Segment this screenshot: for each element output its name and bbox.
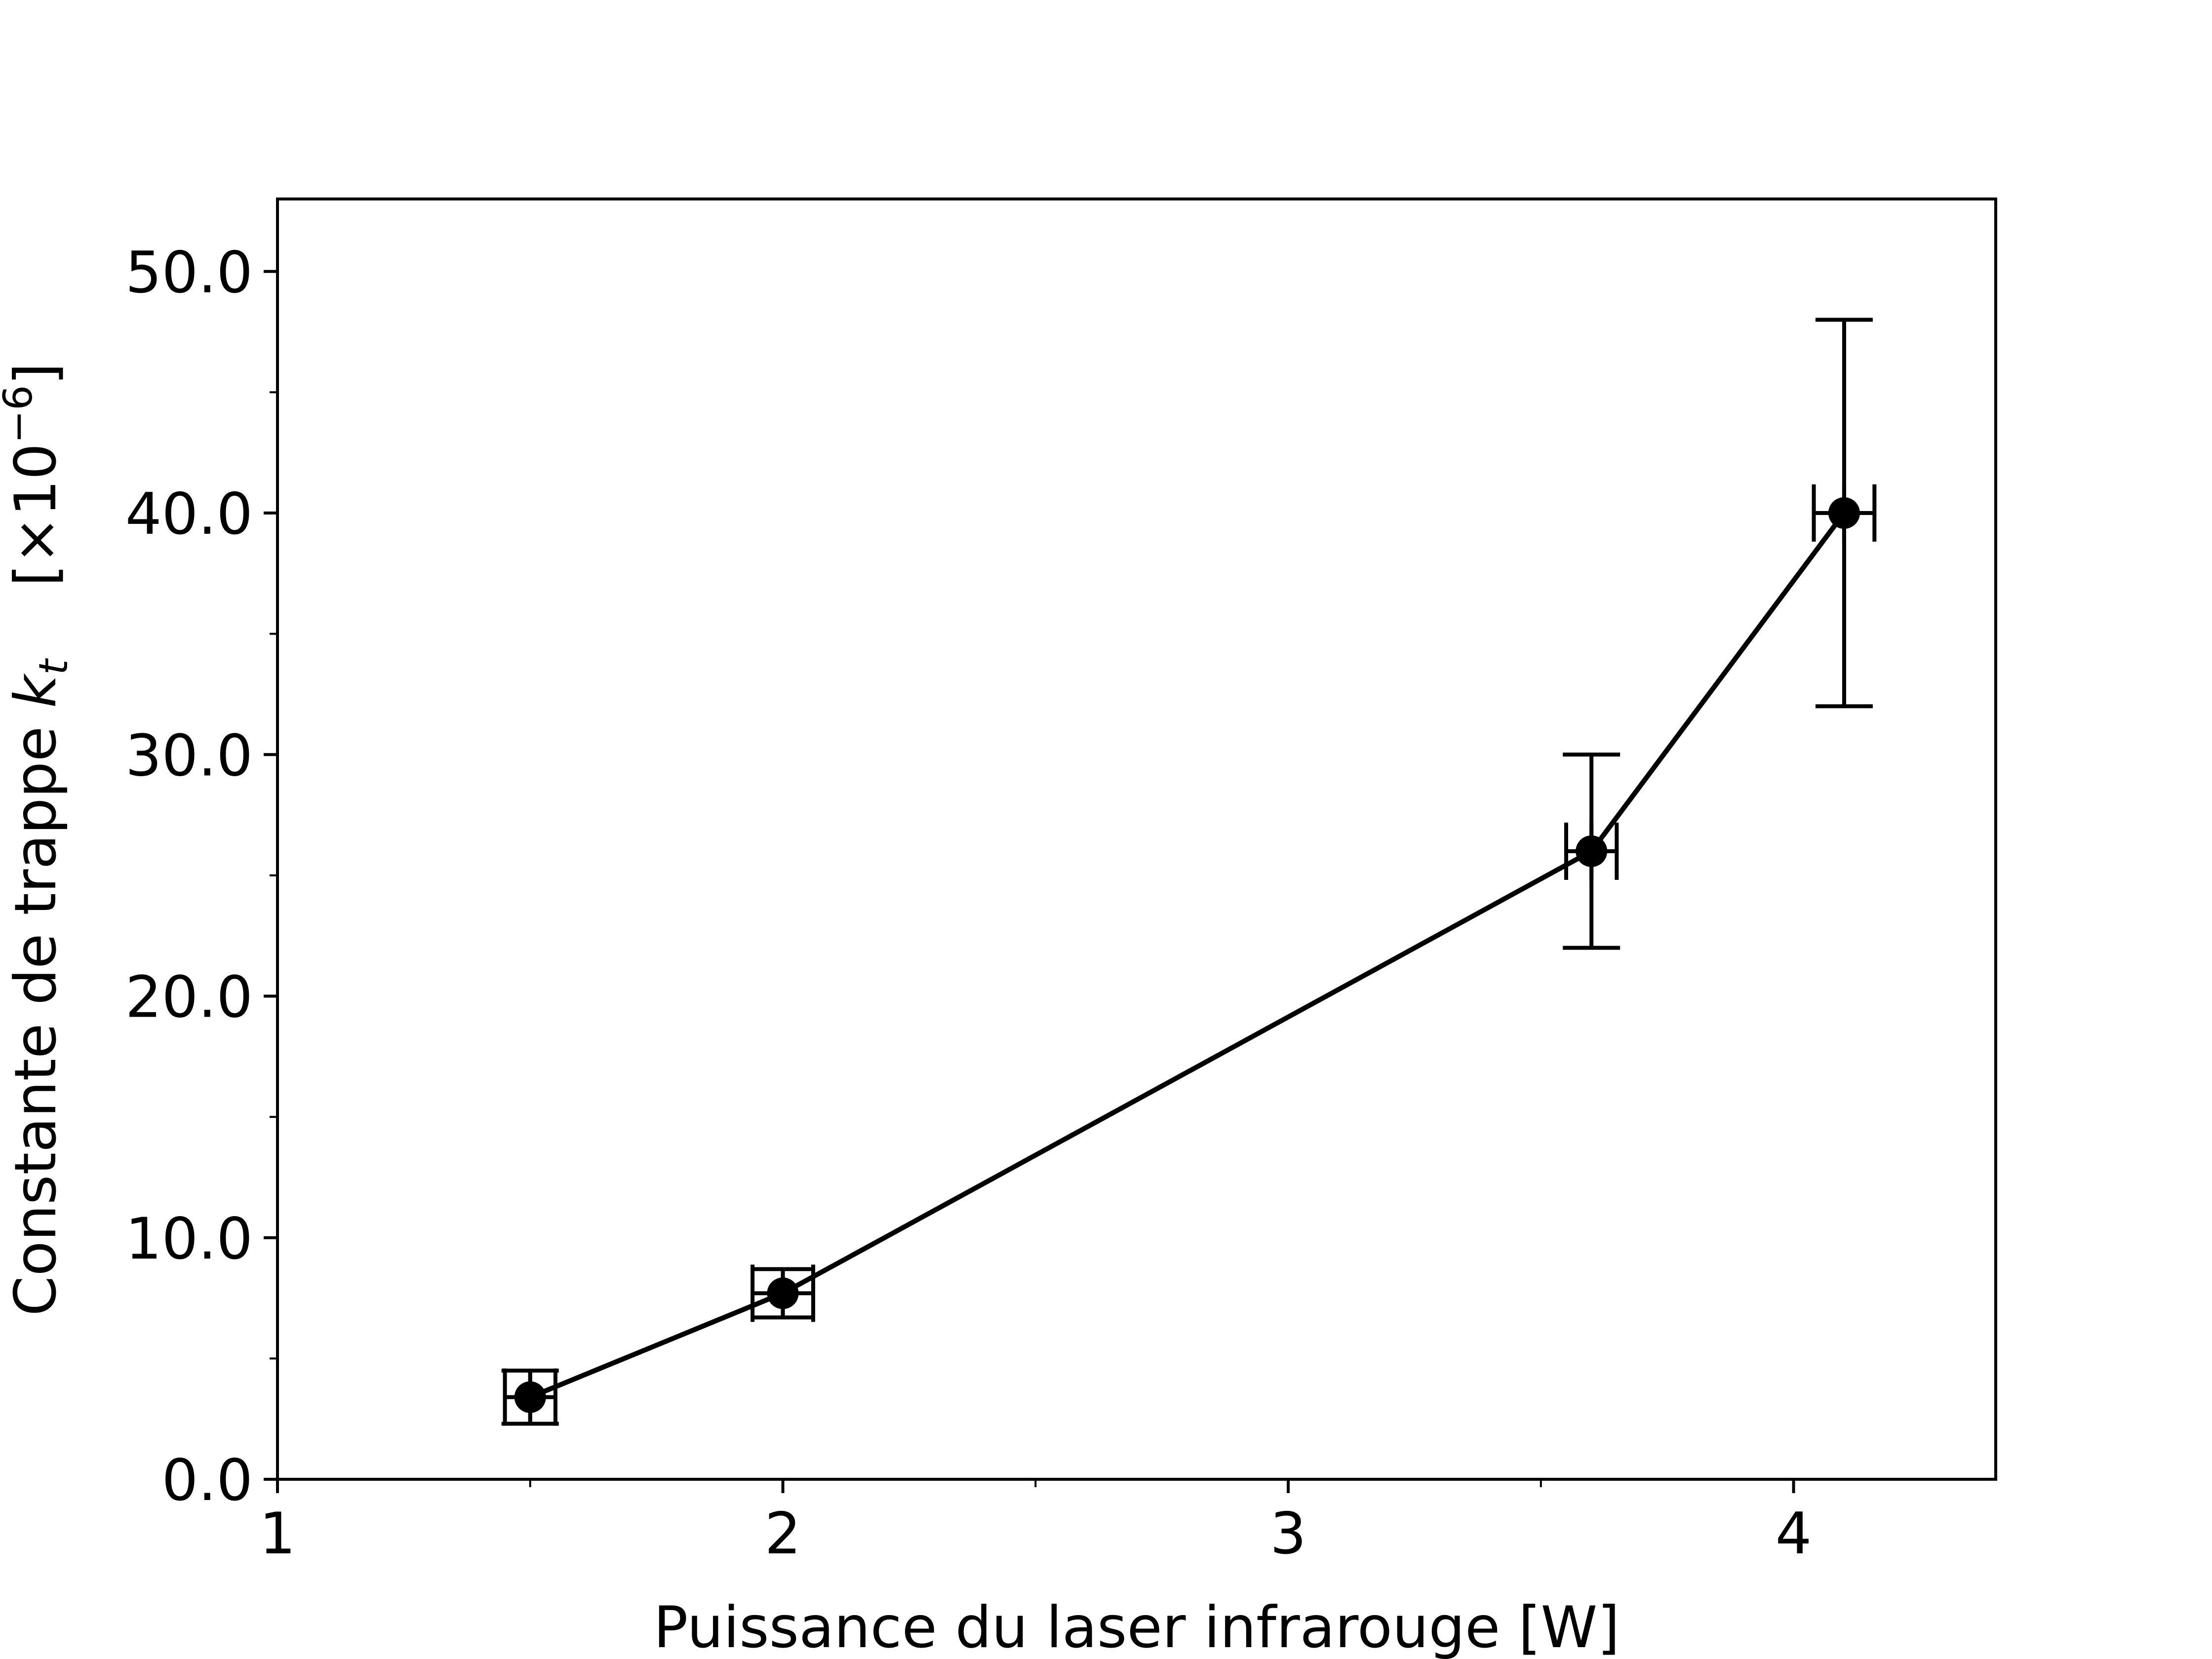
y-axis-label: Constante de trappe kt [×10−6] [0, 363, 77, 1316]
data-point [514, 1381, 546, 1413]
y-axis-label-unit-close: ] [2, 363, 69, 385]
x-tick-label: 4 [1776, 1501, 1812, 1567]
x-tick-label: 2 [765, 1501, 801, 1567]
x-tick-label: 3 [1270, 1501, 1306, 1567]
y-axis-label-unit: [×10 [2, 443, 69, 587]
major-ticks [264, 270, 1795, 1493]
y-tick-label: 0.0 [162, 1447, 253, 1514]
data-layer [501, 317, 1877, 1426]
y-tick-label: 50.0 [125, 239, 253, 306]
series-line [529, 512, 1846, 1400]
y-tick-label: 30.0 [125, 722, 253, 789]
data-point [767, 1277, 799, 1309]
y-axis-label-symbol: k [2, 673, 69, 708]
y-axis-label-exponent: −6 [0, 385, 41, 443]
y-tick-label: 20.0 [125, 964, 253, 1031]
data-point [1576, 835, 1608, 867]
x-axis-label: Puissance du laser infrarouge [W] [654, 1594, 1620, 1659]
y-axis-label-subscript: t [31, 658, 77, 675]
y-axis-label-prefix: Constante de trappe [2, 708, 69, 1316]
plot-frame [276, 198, 1997, 1481]
y-tick-label: 10.0 [125, 1206, 253, 1272]
tick-labels: 1 2 3 40.010.020.030.040.050.0 [125, 239, 1812, 1567]
data-point [1828, 497, 1860, 529]
x-tick-label: 1 [259, 1501, 296, 1567]
y-tick-label: 40.0 [125, 481, 253, 548]
